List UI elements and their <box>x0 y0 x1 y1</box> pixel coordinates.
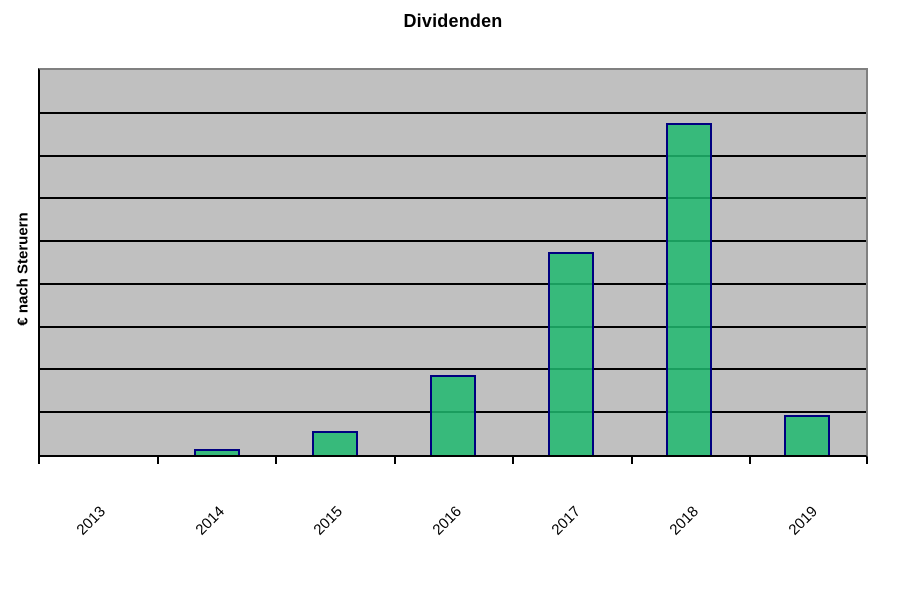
chart-title: Dividenden <box>403 11 503 31</box>
x-axis-tick <box>394 457 396 464</box>
x-axis-tick <box>38 457 40 464</box>
bar-2017 <box>548 252 594 455</box>
gridline <box>40 282 866 285</box>
x-axis-tick <box>631 457 633 464</box>
gridline <box>40 197 866 200</box>
x-axis-label-2019: 2019 <box>785 503 821 539</box>
bar-2018 <box>666 123 712 455</box>
gridline <box>40 368 866 371</box>
gridline <box>40 240 866 243</box>
x-axis-tick <box>157 457 159 464</box>
x-axis-tick <box>749 457 751 464</box>
x-axis-tick <box>275 457 277 464</box>
gridline <box>40 154 866 157</box>
x-axis-label-2017: 2017 <box>547 503 584 539</box>
gridline <box>40 111 866 114</box>
x-axis-label-2013: 2013 <box>73 503 110 539</box>
x-axis-label-2018: 2018 <box>666 503 703 539</box>
x-axis-tick <box>866 457 868 464</box>
bar-2019 <box>784 415 830 455</box>
y-axis-label: € nach Steruern <box>14 212 32 326</box>
bar-2016 <box>430 375 476 455</box>
gridline <box>40 325 866 328</box>
bar-2015 <box>312 431 358 455</box>
x-axis-label-2014: 2014 <box>192 503 228 539</box>
x-axis-label-2015: 2015 <box>310 503 347 539</box>
bar-2014 <box>194 449 240 455</box>
x-axis-label-2016: 2016 <box>429 503 466 539</box>
plot-area <box>38 68 868 457</box>
x-axis-tick <box>512 457 514 464</box>
